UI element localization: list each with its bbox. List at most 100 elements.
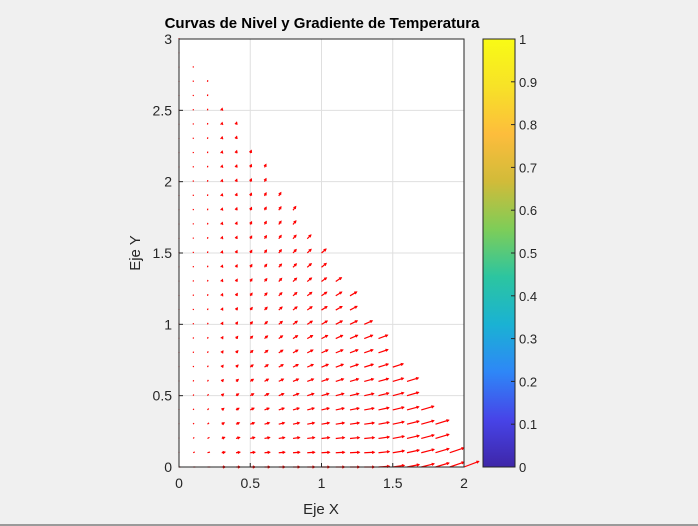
axes: 0 0.5 1 1.5 2 0 0.5 1 1.5 2 2.5 3 Eje X Eje Y [127, 31, 480, 518]
colorbar-tick-label: 0.3 [519, 332, 537, 347]
gradient-arrow [349, 377, 360, 382]
arrow-head [308, 234, 312, 238]
arrow-head [279, 292, 283, 296]
arrow-head [237, 436, 241, 440]
colorbar-tick-label: 0.5 [519, 246, 537, 261]
gradient-arrow [406, 420, 420, 425]
arrow-head [293, 263, 298, 267]
gradient-arrow [306, 277, 313, 282]
arrow-head [401, 449, 406, 453]
arrow-shaft [392, 363, 404, 368]
arrow-head [416, 434, 420, 438]
gradient-arrow [206, 351, 209, 354]
gradient-arrow [249, 220, 253, 225]
arrow-shaft [378, 334, 388, 340]
gradient-arrow [406, 448, 421, 454]
arrow-head [415, 391, 420, 395]
gradient-arrow [349, 334, 359, 340]
arrow-head [296, 392, 300, 396]
gradient-arrow [235, 436, 241, 440]
gradient-arrow [364, 450, 376, 455]
arrow-shaft [335, 392, 344, 397]
gradient-arrow [249, 407, 255, 411]
arrow-shaft [321, 436, 330, 440]
arrow-shaft [449, 447, 464, 454]
arrow-head [249, 149, 253, 153]
gradient-arrow [349, 320, 359, 325]
gradient-arrow [292, 205, 297, 211]
gradient-arrow [234, 221, 238, 225]
gradient-arrow [220, 221, 224, 226]
arrow-shaft [207, 422, 210, 425]
gradient-arrow [335, 392, 345, 397]
gradient-arrow [306, 335, 314, 340]
arrow-shaft [335, 407, 345, 411]
gradient-arrow [221, 422, 226, 426]
colorbar-tick-label: 1 [519, 32, 526, 47]
gradient-arrow [264, 407, 270, 411]
gradient-arrow [234, 278, 238, 282]
arrow-head [324, 306, 328, 310]
arrow-head [280, 349, 284, 353]
gradient-arrow [235, 335, 239, 339]
gradient-arrow [263, 206, 267, 211]
gradient-arrow [292, 378, 300, 382]
x-tick-label: 0 [175, 475, 183, 491]
arrow-shaft [335, 320, 343, 325]
arrow-head [221, 422, 226, 426]
arrow-head [265, 349, 269, 353]
gradient-arrow [249, 192, 253, 197]
arrow-head [249, 306, 253, 311]
gradient-arrow [364, 320, 374, 325]
gradient-arrow [249, 163, 253, 168]
arrow-head [263, 220, 267, 225]
arrow-head [311, 421, 316, 425]
gradient-arrow [421, 448, 435, 454]
arrow-head [324, 291, 328, 295]
arrow-shaft [206, 336, 209, 339]
arrow-head [234, 292, 238, 297]
arrow-head [234, 206, 238, 211]
arrow-head [431, 433, 435, 438]
gradient-arrow [421, 405, 435, 411]
gradient-arrow [207, 436, 210, 439]
arrow-head [220, 207, 224, 211]
arrow-head [249, 206, 253, 211]
arrow-shaft [207, 436, 210, 439]
arrow-shaft [392, 450, 405, 454]
arrow-head [282, 450, 286, 455]
arrow-head [293, 205, 297, 210]
gradient-arrow [321, 450, 331, 455]
gradient-arrow [321, 291, 328, 297]
y-tick-label: 1.5 [153, 245, 173, 261]
x-tick-label: 2 [460, 475, 468, 491]
gradient-arrow [220, 250, 224, 254]
arrow-head [265, 364, 269, 368]
gradient-arrow [306, 234, 312, 240]
arrow-head [220, 121, 224, 126]
gradient-arrow [292, 450, 301, 455]
gradient-arrow [207, 451, 211, 454]
gradient-arrow [249, 393, 255, 397]
gradient-arrow [349, 406, 360, 411]
arrow-shaft [321, 334, 328, 340]
arrow-shaft [307, 393, 314, 397]
arrow-head [385, 348, 389, 352]
arrow-head [310, 378, 315, 382]
arrow-head [235, 364, 239, 368]
gradient-arrow [364, 436, 376, 440]
arrow-shaft [435, 433, 449, 440]
arrow-shaft [349, 291, 357, 297]
arrow-head [312, 450, 316, 455]
arrow-head [264, 335, 269, 339]
arrow-shaft [349, 320, 358, 325]
arrow-shaft [335, 349, 344, 354]
arrow-head [310, 349, 314, 353]
arrow-head [293, 248, 297, 253]
colorbar-tick-label: 0.1 [519, 417, 537, 432]
arrow-head [250, 335, 254, 339]
gradient-arrow [392, 362, 405, 368]
arrow-head [263, 234, 267, 239]
arrow-head [341, 392, 345, 396]
arrow-shaft [349, 305, 358, 311]
